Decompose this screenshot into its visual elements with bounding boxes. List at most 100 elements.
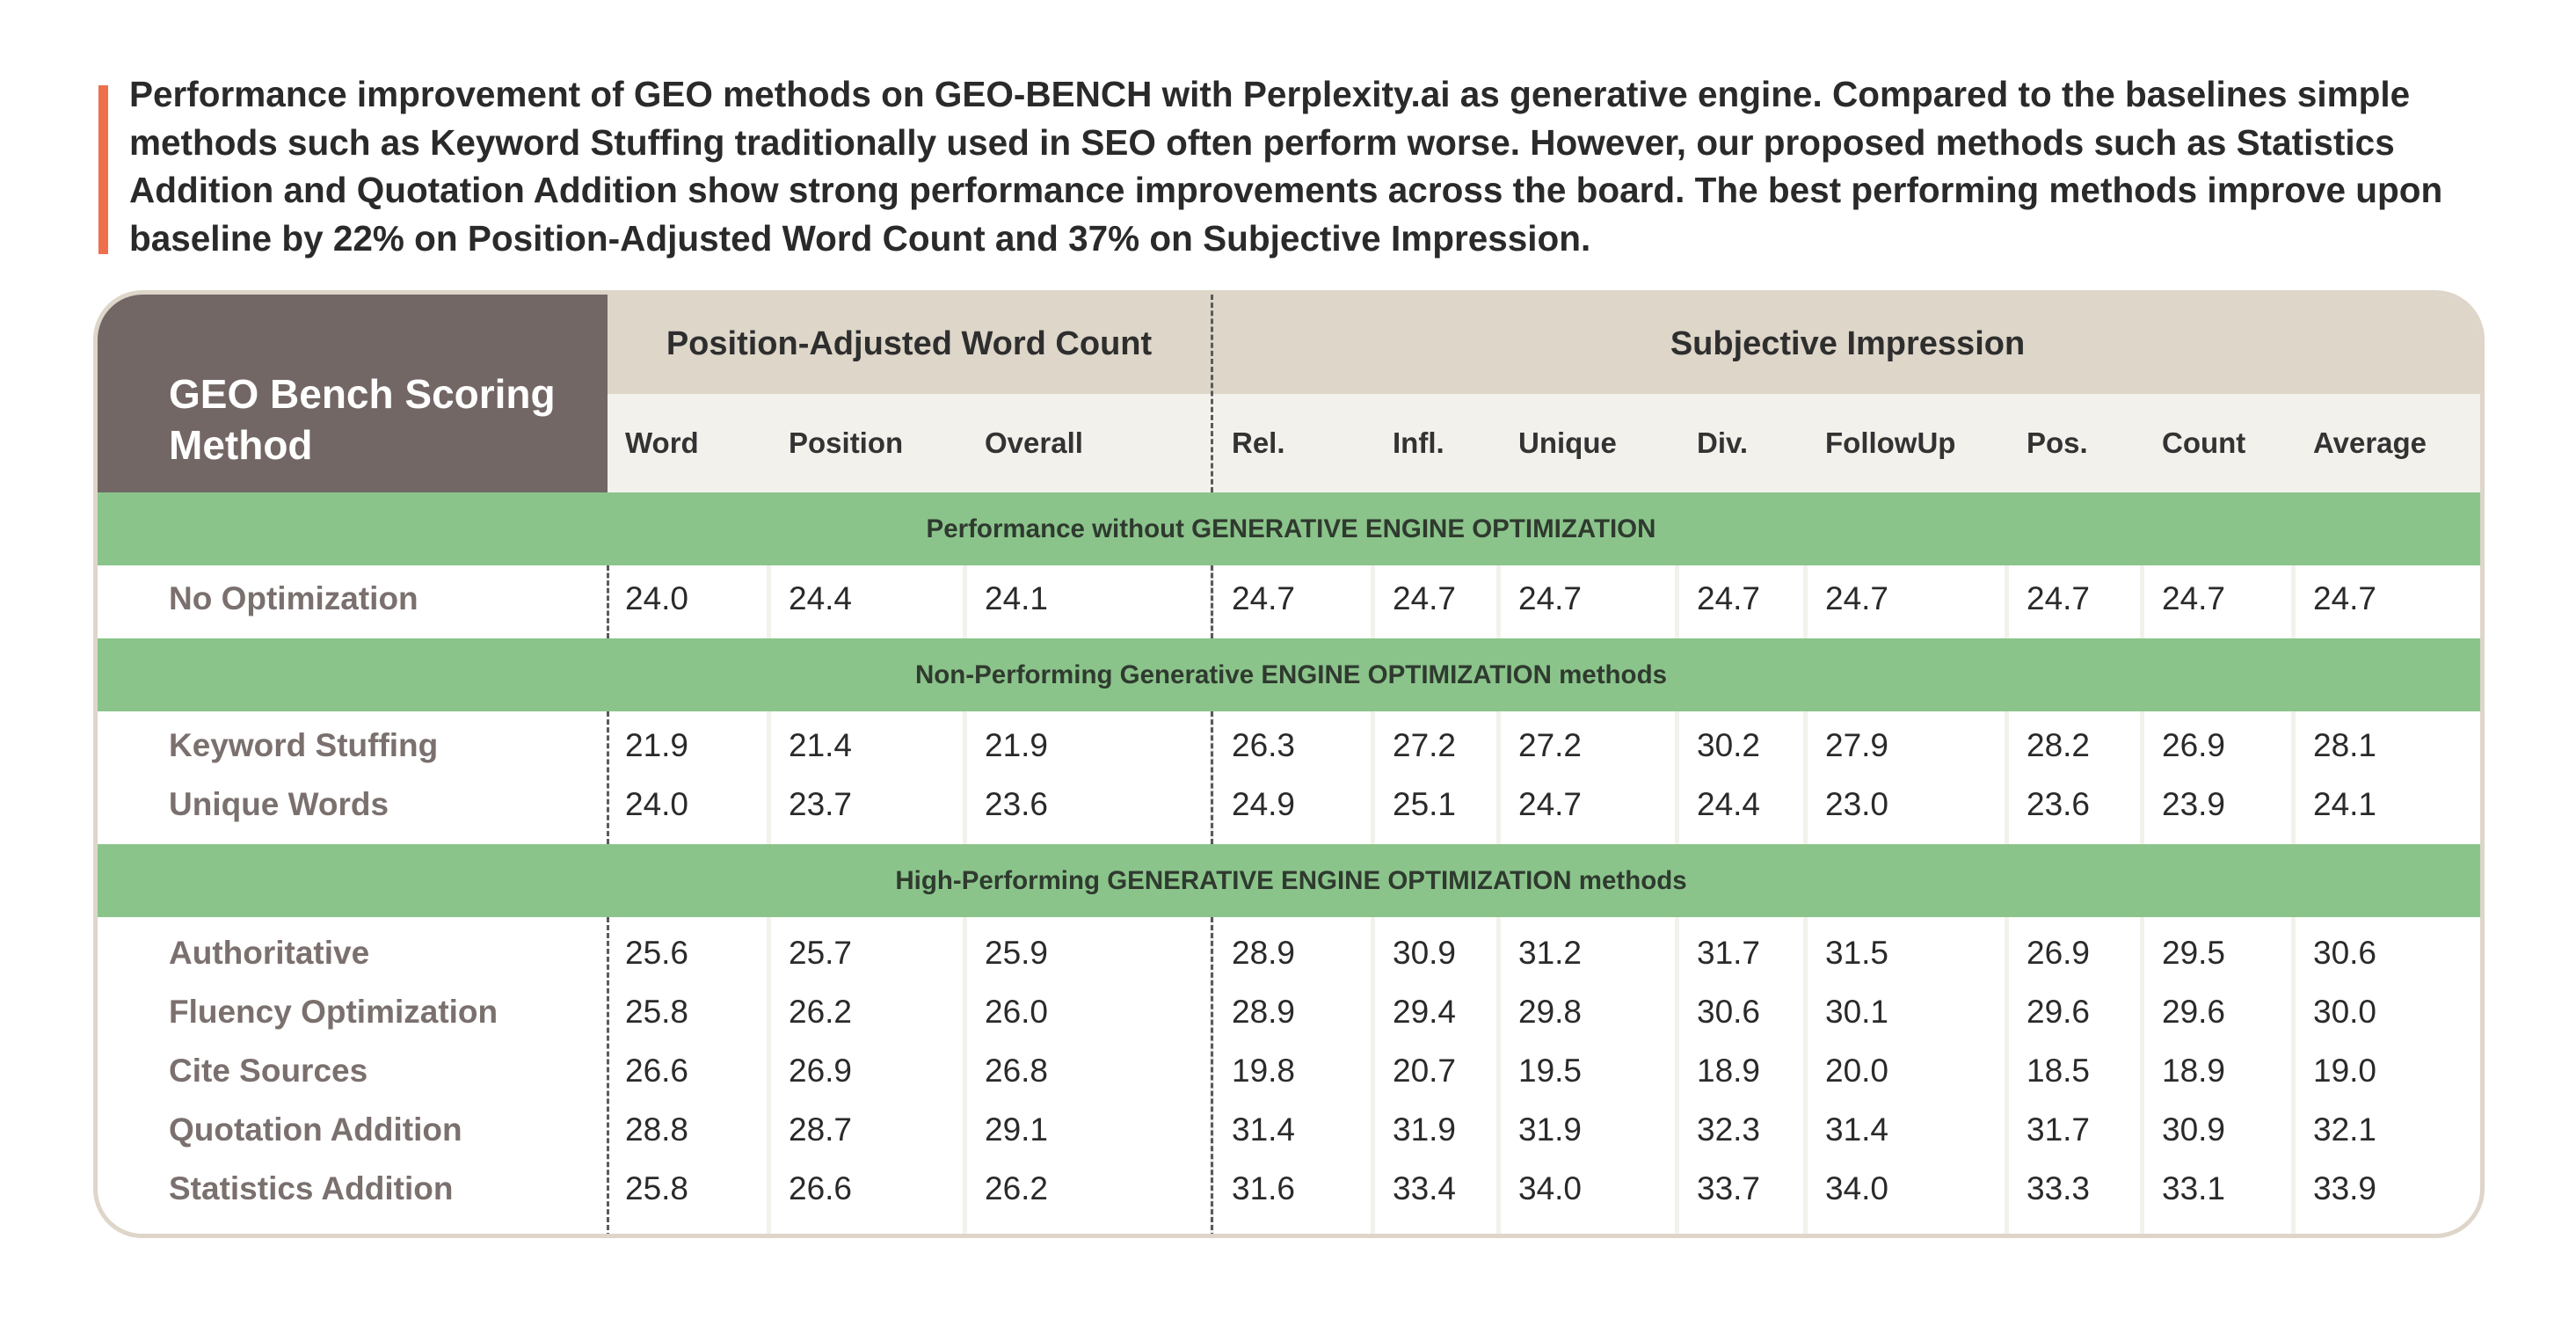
row-label-authoritative: Authoritative [169, 935, 370, 971]
table-cell: 23.7 [789, 786, 853, 822]
table-caption: Performance improvement of GEO methods o… [129, 74, 2443, 259]
column-header-rel: Rel. [1232, 426, 1285, 459]
row-label-unique-words: Unique Words [169, 786, 389, 822]
table-cell: 27.9 [1825, 727, 1889, 763]
table-cell: 31.7 [1697, 935, 1761, 971]
group-header-subjective-impression: Subjective Impression [1211, 295, 2480, 394]
table-cell: 30.9 [2162, 1111, 2226, 1148]
table-cell: 33.1 [2162, 1170, 2226, 1206]
table-cell: 25.1 [1393, 786, 1457, 822]
row-label-keyword-stuffing: Keyword Stuffing [169, 727, 439, 763]
column-background [1808, 565, 2005, 638]
section-band-non-performing-generative-engine-optimization-methods: Non-Performing Generative ENGINE OPTIMIZ… [98, 638, 2480, 711]
dashed-separator [1211, 565, 1213, 638]
column-background [1808, 711, 2005, 844]
section-band-performance-without-generative-engine-optimization: Performance without GENERATIVE ENGINE OP… [98, 492, 2480, 565]
table-cell: 24.0 [625, 580, 689, 616]
table-cell: 25.8 [625, 1170, 689, 1206]
table-cell: 29.8 [1518, 994, 1583, 1030]
table-cell: 30.9 [1393, 935, 1457, 971]
table-cell: 27.2 [1393, 727, 1457, 763]
table-cell: 31.4 [1232, 1111, 1296, 1148]
dashed-separator [1211, 711, 1213, 844]
table-cell: 34.0 [1825, 1170, 1889, 1206]
table-cell: 31.6 [1232, 1170, 1296, 1206]
dashed-separator [1211, 917, 1213, 1234]
table-cell: 28.1 [2313, 727, 2377, 763]
table-cell: 31.9 [1393, 1111, 1457, 1148]
table-cell: 25.8 [625, 994, 689, 1030]
table-cell: 29.6 [2027, 994, 2091, 1030]
table-cell: 21.9 [625, 727, 689, 763]
column-header-position: Position [789, 426, 904, 459]
column-background [2144, 711, 2291, 844]
table-cell: 29.6 [2162, 994, 2226, 1030]
table-cell: 29.1 [985, 1111, 1049, 1148]
column-background [1214, 711, 1371, 844]
table-cell: 29.5 [2162, 935, 2226, 971]
table-cell: 28.9 [1232, 994, 1296, 1030]
table-cell: 28.2 [2027, 727, 2091, 763]
table-cell: 33.9 [2313, 1170, 2377, 1206]
table-cell: 28.9 [1232, 935, 1296, 971]
section-band-high-performing-generative-engine-optimization-methods: High-Performing GENERATIVE ENGINE OPTIMI… [98, 844, 2480, 917]
table-cell: 18.9 [2162, 1053, 2226, 1089]
table-cell: 25.7 [789, 935, 853, 971]
column-background [2296, 565, 2480, 638]
column-header-average: Average [2313, 426, 2427, 459]
column-header-unique: Unique [1518, 426, 1617, 459]
table-cell: 24.0 [625, 786, 689, 822]
table-cell: 24.7 [2313, 580, 2377, 616]
table-cell: 24.1 [2313, 786, 2377, 822]
table-cell: 24.1 [985, 580, 1049, 616]
table-cell: 24.7 [1518, 786, 1583, 822]
table-cell: 30.6 [1697, 994, 1761, 1030]
column-background [1375, 917, 1496, 1234]
column-background [2009, 711, 2140, 844]
table-cell: 19.8 [1232, 1053, 1296, 1089]
table-cell: 24.4 [789, 580, 853, 616]
table-cell: 33.4 [1393, 1170, 1457, 1206]
column-header-followup: FollowUp [1825, 426, 1956, 459]
column-background [2009, 917, 2140, 1234]
table-cell: 28.8 [625, 1111, 689, 1148]
table-cell: 30.0 [2313, 994, 2377, 1030]
table-cell: 30.6 [2313, 935, 2377, 971]
column-background [608, 917, 767, 1234]
column-background [771, 565, 963, 638]
column-header-infl: Infl. [1393, 426, 1444, 459]
column-background [608, 711, 767, 844]
column-background [967, 565, 1210, 638]
table-cell: 24.7 [1232, 580, 1296, 616]
table-cell: 24.7 [1697, 580, 1761, 616]
table-cell: 24.7 [1825, 580, 1889, 616]
table-cell: 19.0 [2313, 1053, 2377, 1089]
group-header-position-adjusted-word-count: Position-Adjusted Word Count [608, 295, 1211, 394]
table-cell: 28.7 [789, 1111, 853, 1148]
table-cell: 26.8 [985, 1053, 1049, 1089]
table-cell: 31.4 [1825, 1111, 1889, 1148]
table-cell: 32.3 [1697, 1111, 1761, 1148]
table-cell: 26.0 [985, 994, 1049, 1030]
label-column-background [98, 565, 608, 638]
column-background [1501, 711, 1675, 844]
table-cell: 24.4 [1697, 786, 1761, 822]
table-cell: 26.6 [789, 1170, 853, 1206]
table-cell: 24.7 [2162, 580, 2226, 616]
column-background [2144, 917, 2291, 1234]
row-label-no-optimization: No Optimization [169, 580, 418, 616]
table-section: Authoritative 25.6 25.7 25.9 28.9 30.9 31.2 31.… [98, 917, 2480, 1234]
column-header-count: Count [2162, 426, 2246, 459]
table-cell: 29.4 [1393, 994, 1457, 1030]
table-cell: 32.1 [2313, 1111, 2377, 1148]
table-cell: 20.0 [1825, 1053, 1889, 1089]
table-cell: 34.0 [1518, 1170, 1583, 1206]
table-cell: 23.0 [1825, 786, 1889, 822]
table-cell: 31.2 [1518, 935, 1583, 971]
dashed-separator [607, 565, 609, 638]
table-cell: 30.2 [1697, 727, 1761, 763]
table-cell: 21.4 [789, 727, 853, 763]
label-column-background [98, 711, 608, 844]
table-cell: 27.2 [1518, 727, 1583, 763]
column-background [1501, 565, 1675, 638]
